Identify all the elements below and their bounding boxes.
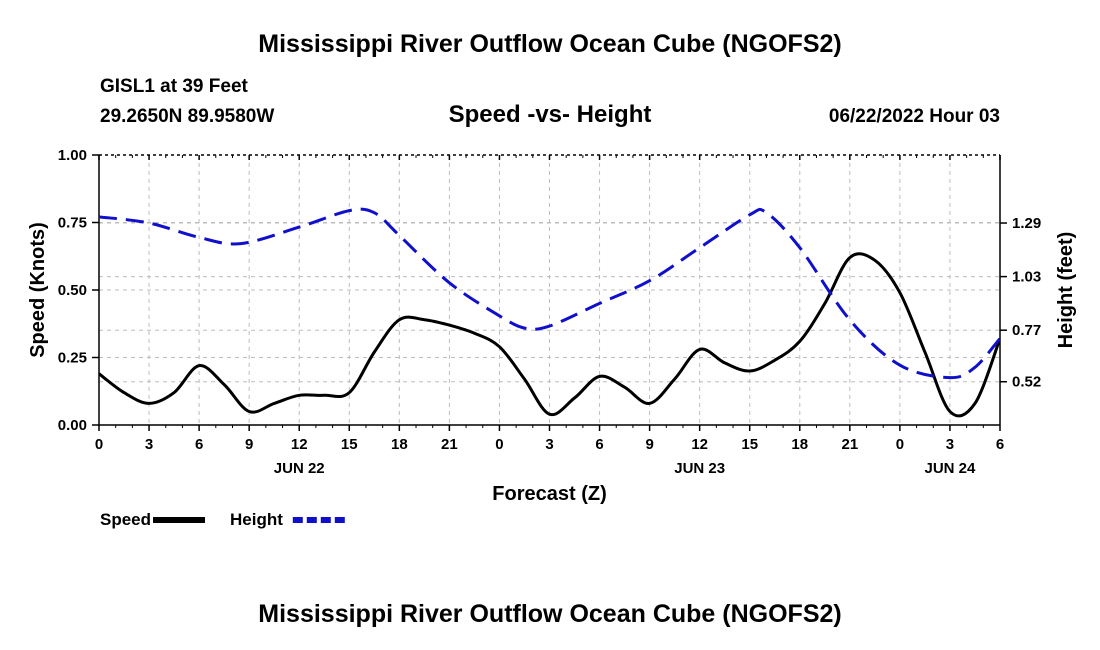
main-title-bottom: Mississippi River Outflow Ocean Cube (NG… bbox=[258, 600, 842, 628]
x-tick-label: 15 bbox=[341, 436, 358, 453]
x-date-label: JUN 24 bbox=[925, 460, 977, 477]
x-tick-label: 9 bbox=[645, 436, 653, 453]
x-tick-label: 21 bbox=[441, 436, 458, 453]
x-tick-label: 6 bbox=[195, 436, 203, 453]
x-tick-label: 0 bbox=[95, 436, 103, 453]
x-tick-label: 6 bbox=[595, 436, 603, 453]
x-tick-label: 15 bbox=[741, 436, 758, 453]
x-tick-label: 3 bbox=[545, 436, 553, 453]
x-tick-label: 18 bbox=[391, 436, 408, 453]
series-line-speed bbox=[99, 252, 1000, 418]
y-right-tick-label: 1.03 bbox=[1012, 269, 1041, 286]
x-tick-label: 3 bbox=[145, 436, 153, 453]
y-right-tick-label: 1.29 bbox=[1012, 215, 1041, 232]
x-tick-label: 3 bbox=[946, 436, 954, 453]
series-line-height bbox=[99, 207, 1000, 380]
x-tick-label: 18 bbox=[791, 436, 808, 453]
y-left-tick-label: 1.00 bbox=[58, 147, 87, 164]
forecast-datetime: 06/22/2022 Hour 03 bbox=[828, 106, 1000, 127]
x-axis-label: Forecast (Z) bbox=[492, 483, 606, 505]
y-right-axis-label: Height (feet) bbox=[1055, 232, 1077, 349]
legend-label-speed: Speed bbox=[100, 510, 151, 529]
x-date-label: JUN 23 bbox=[674, 460, 725, 477]
x-tick-label: 6 bbox=[996, 436, 1004, 453]
station-label: GISL1 at 39 Feet bbox=[100, 76, 248, 97]
y-left-tick-label: 0.25 bbox=[58, 350, 87, 367]
main-title-top: Mississippi River Outflow Ocean Cube (NG… bbox=[258, 30, 842, 58]
x-date-label: JUN 22 bbox=[274, 460, 325, 477]
x-tick-label: 21 bbox=[841, 436, 858, 453]
y-left-tick-label: 0.00 bbox=[58, 417, 87, 434]
x-tick-label: 0 bbox=[495, 436, 503, 453]
x-tick-label: 9 bbox=[245, 436, 253, 453]
legend-label-height: Height bbox=[230, 510, 283, 529]
x-tick-label: 12 bbox=[291, 436, 308, 453]
x-tick-label: 0 bbox=[896, 436, 904, 453]
y-left-tick-label: 0.75 bbox=[58, 215, 87, 232]
station-coordinates: 29.2650N 89.9580W bbox=[100, 106, 275, 127]
chart-title: Speed -vs- Height bbox=[448, 101, 652, 128]
x-tick-label: 12 bbox=[691, 436, 708, 453]
y-right-tick-label: 0.77 bbox=[1012, 322, 1041, 339]
y-right-tick-label: 0.52 bbox=[1012, 374, 1041, 391]
y-left-tick-label: 0.50 bbox=[58, 282, 87, 299]
y-left-axis-label: Speed (Knots) bbox=[27, 222, 49, 358]
